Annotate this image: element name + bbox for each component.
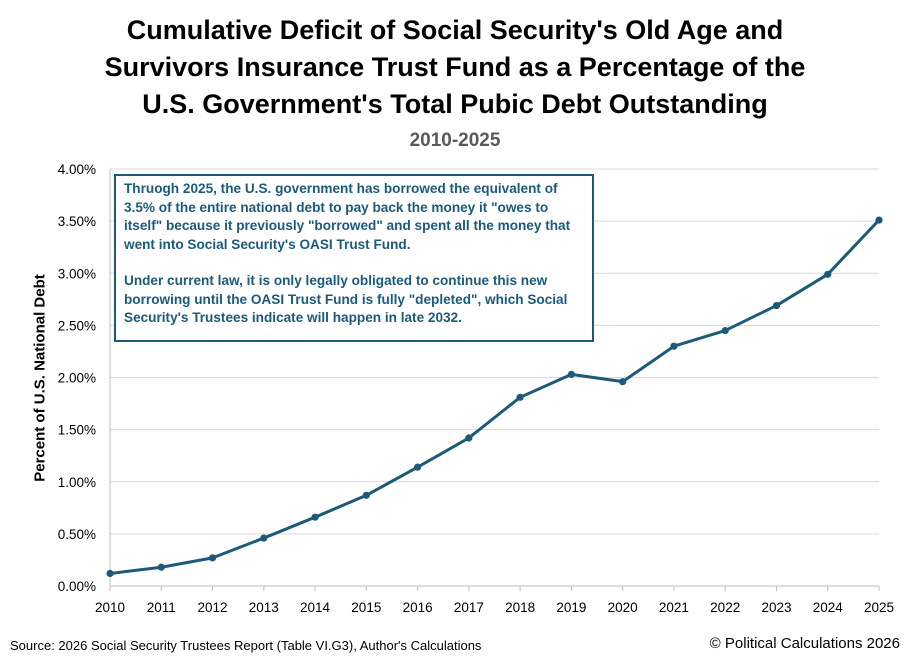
data-point bbox=[260, 534, 268, 542]
data-point bbox=[157, 563, 165, 571]
chart-title: Cumulative Deficit of Social Security's … bbox=[0, 12, 910, 123]
x-tick-label: 2024 bbox=[813, 600, 844, 615]
data-point bbox=[311, 513, 319, 521]
x-tick-label: 2011 bbox=[147, 600, 176, 615]
annotation-box: Thruogh 2025, the U.S. government has bo… bbox=[114, 174, 594, 342]
y-tick-label: 3.50% bbox=[58, 214, 96, 229]
data-point bbox=[567, 370, 576, 378]
source-note: Source: 2026 Social Security Trustees Re… bbox=[10, 638, 482, 653]
annotation-paragraph: Thruogh 2025, the U.S. government has bo… bbox=[124, 181, 571, 252]
chart-title-line: Survivors Insurance Trust Fund as a Perc… bbox=[104, 52, 806, 82]
y-axis-label: Percent of U.S. National Debt bbox=[31, 274, 49, 482]
x-tick-label: 2025 bbox=[864, 600, 894, 615]
data-point bbox=[208, 554, 217, 562]
x-tick-label: 2017 bbox=[454, 600, 484, 615]
y-tick-label: 2.00% bbox=[58, 371, 96, 386]
x-tick-label: 2019 bbox=[556, 600, 586, 615]
data-point bbox=[362, 491, 370, 499]
data-point bbox=[824, 270, 832, 278]
x-tick-label: 2016 bbox=[403, 600, 433, 615]
y-tick-label: 3.00% bbox=[58, 266, 96, 281]
x-tick-label: 2021 bbox=[659, 600, 689, 615]
x-tick-label: 2010 bbox=[95, 600, 125, 615]
y-tick-label: 4.00% bbox=[58, 162, 96, 177]
x-tick-label: 2015 bbox=[351, 600, 381, 615]
x-tick-label: 2012 bbox=[198, 600, 228, 615]
copyright-note: © Political Calculations 2026 bbox=[709, 635, 900, 652]
data-point bbox=[670, 342, 678, 350]
data-point bbox=[619, 378, 627, 386]
data-point bbox=[465, 434, 473, 442]
annotation-paragraph: Under current law, it is only legally ob… bbox=[124, 273, 568, 325]
x-tick-label: 2022 bbox=[710, 600, 740, 615]
data-point bbox=[772, 301, 781, 310]
data-point bbox=[875, 216, 883, 224]
y-tick-label: 0.50% bbox=[58, 527, 96, 542]
data-point bbox=[106, 569, 114, 578]
y-tick-label: 0.00% bbox=[58, 579, 96, 594]
chart-title-line: U.S. Government's Total Pubic Debt Outst… bbox=[142, 89, 768, 119]
x-tick-label: 2020 bbox=[608, 600, 638, 615]
chart-subtitle: 2010-2025 bbox=[409, 130, 501, 151]
data-point bbox=[721, 326, 729, 335]
x-tick-label: 2013 bbox=[249, 600, 279, 615]
y-tick-label: 1.50% bbox=[58, 423, 96, 438]
series-line bbox=[109, 219, 881, 575]
x-tick-label: 2018 bbox=[505, 600, 535, 615]
chart-title-line: Cumulative Deficit of Social Security's … bbox=[126, 15, 784, 45]
data-point bbox=[516, 393, 524, 401]
x-tick-label: 2023 bbox=[761, 600, 791, 615]
data-point bbox=[414, 463, 422, 471]
x-tick-label: 2014 bbox=[300, 600, 331, 615]
y-tick-label: 1.00% bbox=[58, 475, 96, 490]
y-tick-label: 2.50% bbox=[58, 318, 96, 333]
